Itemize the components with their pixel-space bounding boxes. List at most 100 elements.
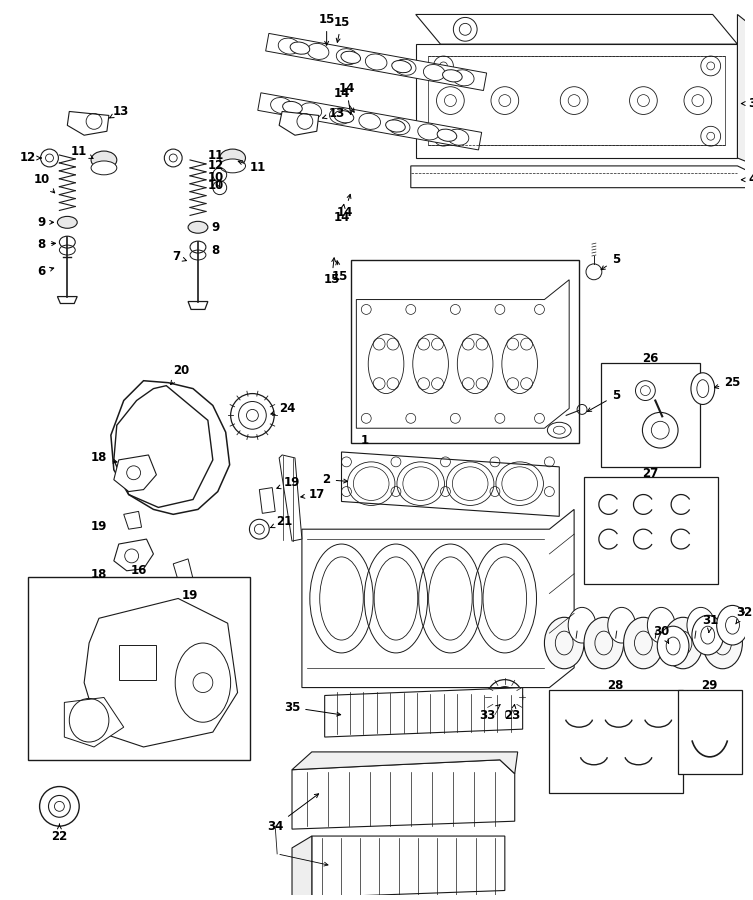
Ellipse shape — [392, 60, 411, 73]
Text: 26: 26 — [642, 353, 659, 365]
Ellipse shape — [91, 151, 117, 169]
Ellipse shape — [437, 129, 457, 141]
Text: 15: 15 — [334, 16, 349, 42]
Text: 19: 19 — [91, 519, 107, 533]
Polygon shape — [258, 93, 482, 150]
Bar — [550, 689, 683, 794]
Text: 12: 12 — [208, 159, 224, 173]
Polygon shape — [325, 688, 523, 737]
Text: 27: 27 — [642, 467, 658, 481]
Polygon shape — [279, 454, 302, 541]
Ellipse shape — [334, 111, 354, 122]
Ellipse shape — [282, 102, 302, 113]
Polygon shape — [342, 452, 559, 517]
Polygon shape — [416, 14, 737, 44]
Text: 31: 31 — [703, 614, 719, 633]
Ellipse shape — [584, 617, 623, 669]
Text: 2: 2 — [322, 473, 348, 486]
Polygon shape — [356, 280, 569, 428]
Text: 24: 24 — [271, 402, 295, 415]
Ellipse shape — [220, 149, 245, 166]
Text: 15: 15 — [324, 257, 340, 286]
Ellipse shape — [692, 616, 724, 655]
Text: 29: 29 — [702, 680, 718, 692]
Polygon shape — [292, 836, 312, 900]
Polygon shape — [67, 112, 109, 135]
Bar — [678, 689, 742, 774]
Text: 14: 14 — [334, 204, 349, 224]
Ellipse shape — [608, 608, 636, 643]
Ellipse shape — [386, 120, 405, 132]
Text: 1: 1 — [360, 434, 368, 446]
Text: 32: 32 — [736, 606, 752, 624]
Text: 30: 30 — [653, 625, 669, 643]
Text: 15: 15 — [331, 261, 348, 284]
Ellipse shape — [569, 608, 596, 643]
Text: 28: 28 — [608, 680, 624, 692]
Text: 23: 23 — [505, 705, 521, 722]
Polygon shape — [737, 14, 753, 168]
Text: 8: 8 — [38, 238, 56, 250]
Text: 8: 8 — [212, 244, 220, 256]
Ellipse shape — [657, 626, 689, 666]
Text: 3: 3 — [741, 97, 753, 110]
Text: 34: 34 — [267, 794, 319, 832]
Text: 4: 4 — [741, 174, 753, 186]
Bar — [119, 645, 157, 680]
Text: 14: 14 — [334, 87, 354, 112]
Text: 10: 10 — [208, 171, 224, 187]
Polygon shape — [292, 752, 518, 774]
Text: 15: 15 — [319, 13, 335, 45]
Polygon shape — [411, 166, 753, 188]
Bar — [352, 260, 579, 443]
Ellipse shape — [691, 373, 715, 404]
Text: 18: 18 — [91, 452, 117, 464]
Text: 5: 5 — [601, 254, 620, 270]
Text: 11: 11 — [208, 148, 224, 161]
Text: 17: 17 — [300, 488, 325, 501]
Ellipse shape — [648, 608, 675, 643]
Ellipse shape — [341, 51, 361, 64]
Text: 6: 6 — [38, 266, 53, 278]
Text: 5: 5 — [587, 389, 620, 411]
Text: 7: 7 — [172, 250, 187, 264]
Polygon shape — [173, 559, 193, 580]
Text: 10: 10 — [33, 174, 55, 193]
Text: 11: 11 — [238, 161, 266, 175]
Polygon shape — [259, 488, 275, 513]
Text: 19: 19 — [182, 589, 198, 602]
Bar — [28, 577, 251, 760]
Polygon shape — [302, 509, 574, 688]
Text: 25: 25 — [715, 376, 741, 389]
Ellipse shape — [188, 221, 208, 233]
Text: 10: 10 — [208, 179, 224, 193]
Text: 14: 14 — [338, 82, 355, 114]
Polygon shape — [114, 454, 157, 491]
Text: 14: 14 — [337, 194, 352, 219]
Text: 18: 18 — [91, 568, 107, 581]
Text: 9: 9 — [212, 220, 220, 234]
Text: 13: 13 — [110, 105, 129, 118]
Polygon shape — [312, 836, 505, 897]
Text: 21: 21 — [270, 515, 292, 527]
Ellipse shape — [290, 42, 309, 54]
Bar — [584, 477, 718, 583]
Text: 33: 33 — [479, 705, 500, 722]
Ellipse shape — [91, 161, 117, 175]
Ellipse shape — [544, 617, 584, 669]
Bar — [601, 363, 700, 467]
Ellipse shape — [623, 617, 663, 669]
Text: 20: 20 — [171, 364, 189, 384]
Text: 13: 13 — [322, 107, 345, 120]
Polygon shape — [84, 598, 237, 747]
Ellipse shape — [663, 617, 703, 669]
Ellipse shape — [717, 606, 748, 645]
Ellipse shape — [220, 159, 245, 173]
Polygon shape — [123, 511, 142, 529]
Ellipse shape — [443, 69, 462, 82]
Ellipse shape — [57, 216, 78, 229]
Ellipse shape — [687, 608, 715, 643]
Ellipse shape — [703, 617, 742, 669]
Text: 35: 35 — [284, 701, 340, 716]
Text: 11: 11 — [71, 145, 93, 158]
